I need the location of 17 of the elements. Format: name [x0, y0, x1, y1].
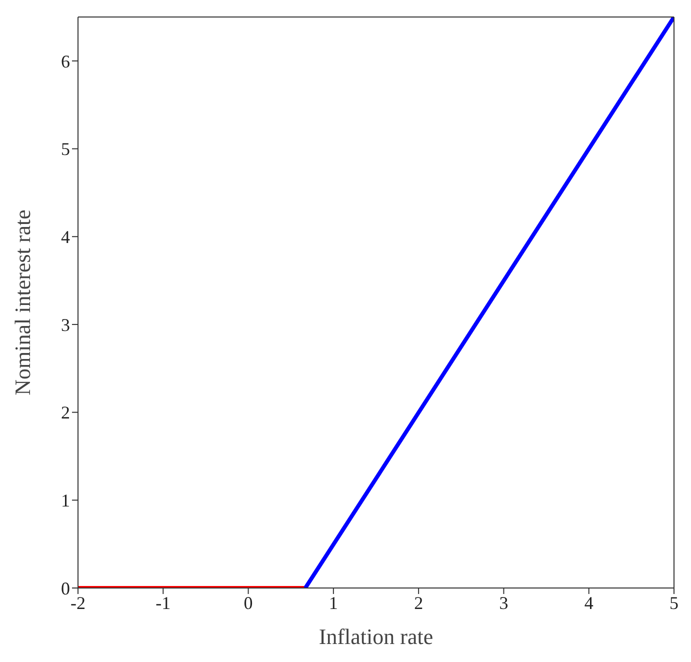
y-tick-label: 2 [61, 402, 70, 423]
y-tick-label: 6 [61, 51, 70, 72]
y-tick-label: 3 [61, 314, 70, 335]
x-axis-title: Inflation rate [318, 624, 434, 649]
y-axis-title: Nominal interest rate [10, 210, 35, 396]
y-tick-label: 1 [61, 490, 70, 511]
y-tick-label: 4 [61, 227, 70, 248]
x-tick-label: 2 [414, 592, 424, 613]
y-tick-label: 5 [61, 139, 70, 160]
x-tick-label: 0 [244, 592, 253, 613]
x-tick-label: 5 [670, 592, 678, 613]
x-tick-label: 1 [328, 592, 338, 613]
x-tick-label: -1 [156, 592, 171, 613]
y-tick-label: 0 [61, 578, 70, 598]
x-tick-label: -2 [70, 592, 86, 613]
x-tick-label: 4 [584, 592, 594, 613]
x-tick-label: 3 [499, 592, 508, 613]
